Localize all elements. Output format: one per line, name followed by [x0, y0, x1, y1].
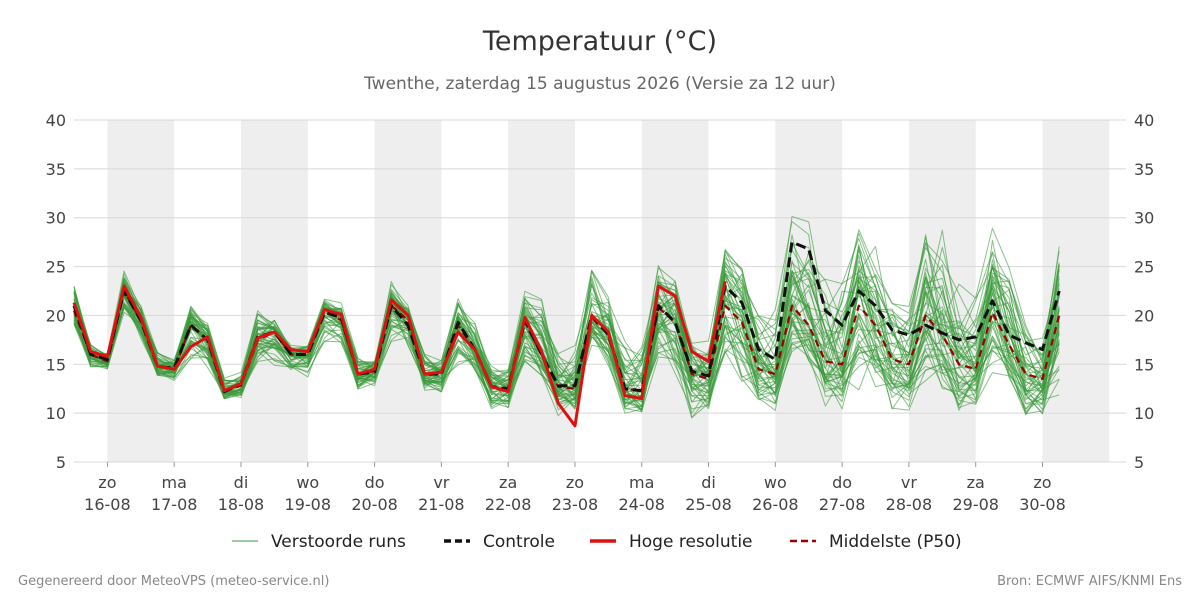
x-tick-day: di: [234, 473, 249, 492]
x-tick-day: vr: [433, 473, 449, 492]
y-tick-label-left: 30: [46, 209, 66, 228]
main-series-lines: [72, 240, 1061, 428]
ensemble-member-line: [73, 273, 1060, 393]
x-tick-date: 21-08: [418, 495, 465, 514]
y-tick-label-right: 10: [1134, 404, 1154, 423]
footer-source: Bron: ECMWF AIFS/KNMI Ens: [997, 574, 1182, 589]
ensemble-member-line: [73, 296, 1060, 410]
y-tick-label-right: 40: [1134, 111, 1154, 130]
ensemble-member-line: [73, 234, 1060, 381]
legend-label: Hoge resolutie: [629, 532, 753, 552]
x-tick-date: 26-08: [752, 495, 799, 514]
ensemble-member-line: [73, 286, 1060, 406]
y-tick-label-left: 40: [46, 111, 66, 130]
x-tick-day: wo: [764, 473, 787, 492]
chart-subtitle: Twenthe, zaterdag 15 augustus 2026 (Vers…: [363, 74, 836, 94]
ensemble-member-line: [73, 303, 1060, 410]
y-tick-label-right: 15: [1134, 355, 1154, 374]
x-tick-date: 28-08: [886, 495, 933, 514]
day-band: [107, 120, 175, 462]
x-tick-day: za: [499, 473, 517, 492]
x-tick-day: ma: [161, 473, 186, 492]
x-tick-date: 23-08: [552, 495, 599, 514]
y-tick-label-left: 35: [46, 160, 66, 179]
x-tick-day: di: [701, 473, 716, 492]
x-tick-date: 27-08: [819, 495, 866, 514]
x-tick-day: zo: [98, 473, 116, 492]
day-band: [508, 120, 575, 462]
ensemble-member-line: [73, 307, 1060, 417]
x-tick-day: ma: [629, 473, 654, 492]
x-tick-date: 20-08: [351, 495, 398, 514]
ensemble-member-line: [73, 307, 1060, 409]
x-tick-day: vr: [901, 473, 917, 492]
x-tick-date: 25-08: [685, 495, 732, 514]
x-tick-date: 19-08: [285, 495, 332, 514]
day-band: [240, 120, 308, 462]
x-tick-date: 29-08: [952, 495, 999, 514]
ensemble-member-line: [73, 243, 1060, 391]
x-tick-date: 16-08: [84, 495, 131, 514]
x-tick-day: do: [832, 473, 852, 492]
x-tick-date: 17-08: [151, 495, 198, 514]
x-tick-date: 24-08: [618, 495, 665, 514]
ensemble-runs: [73, 216, 1060, 419]
ensemble-member-line: [73, 242, 1060, 384]
x-tick-day: zo: [1033, 473, 1051, 492]
day-band: [374, 120, 442, 462]
y-tick-label-left: 15: [46, 355, 66, 374]
x-axis: zo 16-08 ma 17-08 di 18-08 wo 19-08 do 20-08 vr 21-…: [84, 462, 1066, 514]
y-tick-label-left: 25: [46, 258, 66, 277]
y-tick-label-left: 10: [46, 404, 66, 423]
y-tick-label-right: 30: [1134, 209, 1154, 228]
y-tick-label-right: 25: [1134, 258, 1154, 277]
y-tick-label-left: 20: [46, 306, 66, 325]
x-tick-day: wo: [296, 473, 319, 492]
y-tick-label-right: 35: [1134, 160, 1154, 179]
x-tick-day: zo: [566, 473, 584, 492]
x-tick-day: za: [967, 473, 985, 492]
ensemble-member-line: [73, 291, 1060, 407]
chart-title: Temperatuur (°C): [482, 26, 717, 57]
x-tick-date: 18-08: [218, 495, 265, 514]
legend: Verstoorde runs Controle Hoge resolutie Mid…: [232, 532, 962, 552]
footer-generated-by: Gegenereerd door MeteoVPS (meteo-service…: [18, 574, 329, 589]
x-tick-date: 30-08: [1019, 495, 1066, 514]
x-tick-day: do: [365, 473, 385, 492]
x-tick-date: 22-08: [485, 495, 532, 514]
y-tick-label-left: 5: [56, 453, 66, 472]
high-resolution-line: [72, 280, 727, 428]
y-axis-left: 5 10 15 20 25 30 35 40: [46, 111, 66, 472]
y-axis-right: 5 10 15 20 25 30 35 40: [1134, 111, 1154, 472]
legend-label: Verstoorde runs: [271, 532, 406, 552]
y-tick-label-right: 5: [1134, 453, 1144, 472]
legend-label: Controle: [483, 532, 555, 552]
y-tick-label-right: 20: [1134, 306, 1154, 325]
legend-label: Middelste (P50): [829, 532, 962, 552]
